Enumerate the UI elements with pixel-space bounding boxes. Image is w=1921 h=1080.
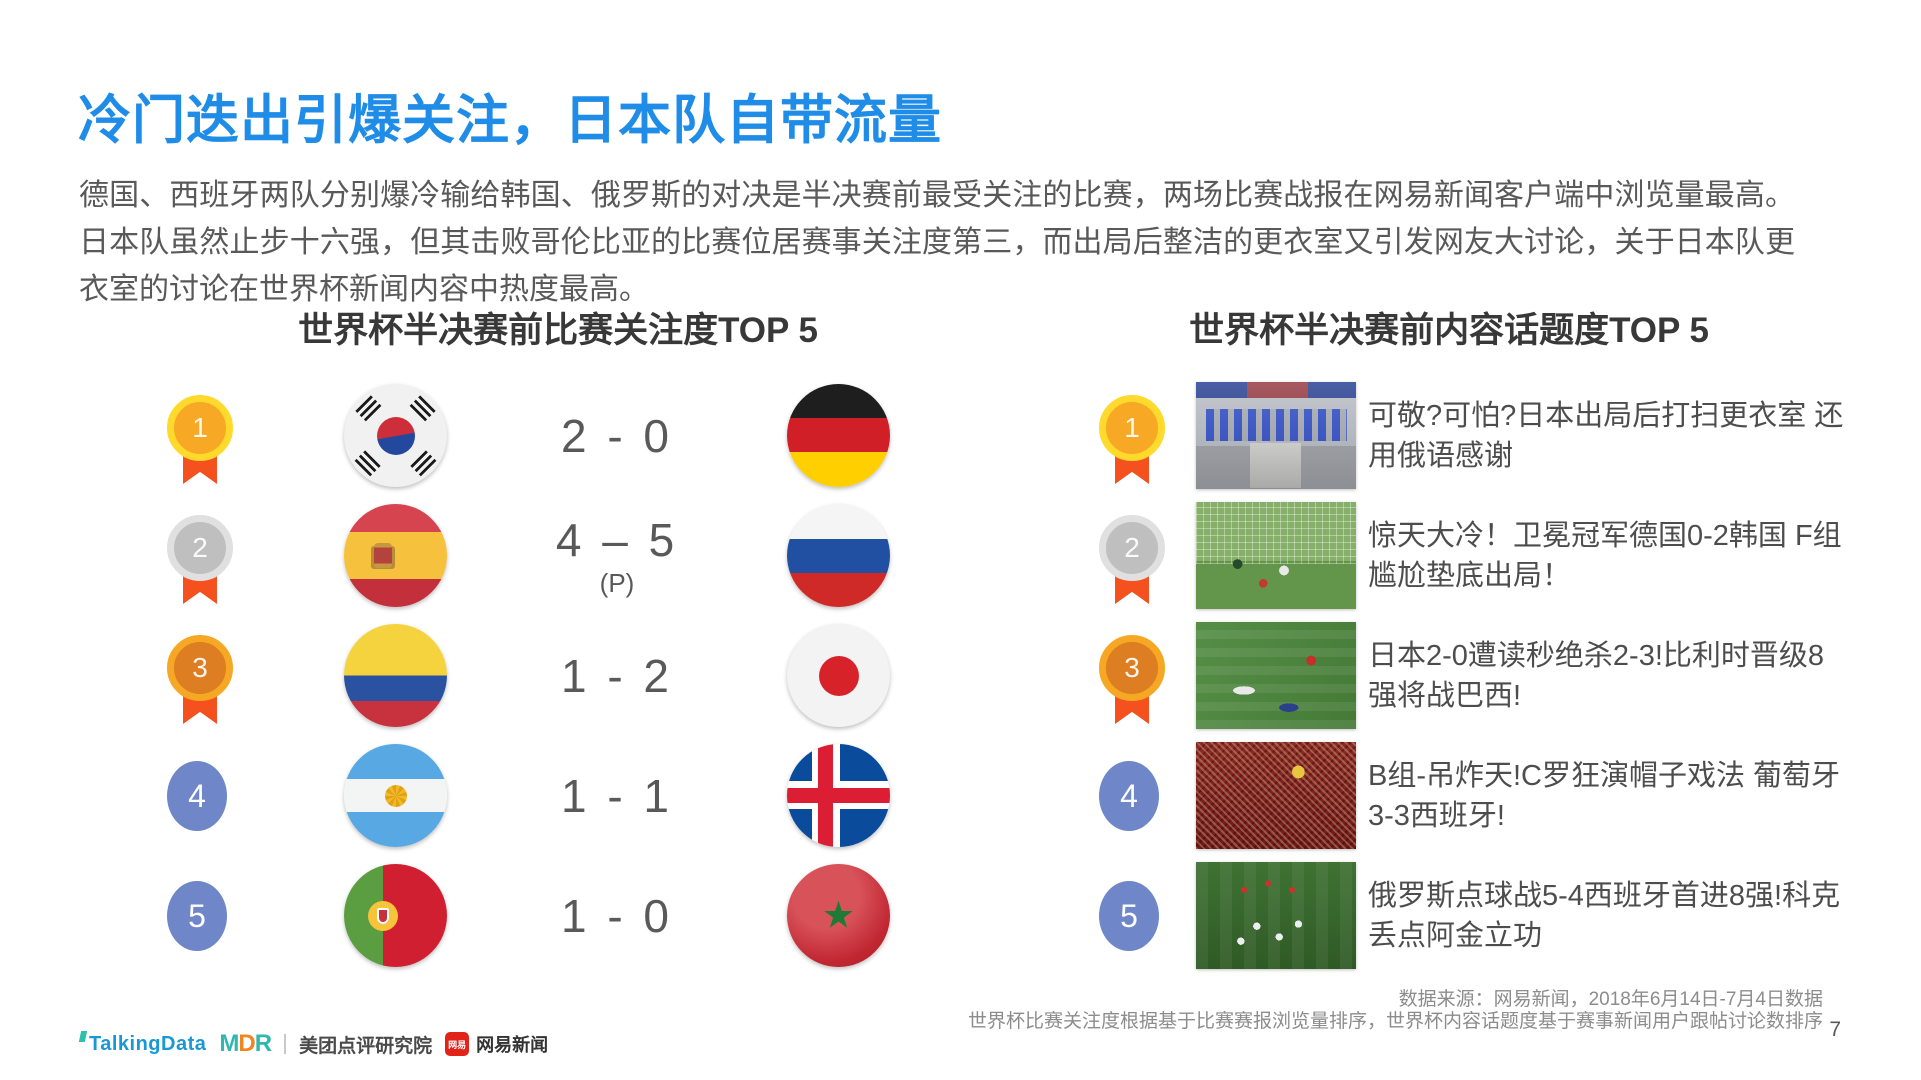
talkingdata-logo: TalkingData: [78, 1030, 206, 1056]
germany-korea-goal-photo: [1196, 502, 1356, 609]
rank-2-silver-medal-icon: 2: [1099, 515, 1165, 604]
flag-germany-icon: [787, 384, 890, 487]
flag-japan-icon: [787, 624, 890, 727]
russia-celebration-photo: [1196, 862, 1356, 969]
intro-paragraph: 德国、西班牙两队分别爆冷输给韩国、俄罗斯的对决是半决赛前最受关注的比赛，两场比赛…: [79, 179, 1795, 306]
japan-sun-disc: [818, 655, 859, 696]
flag-russia-icon: [787, 504, 890, 607]
page-title: 冷门迭出引爆关注，日本队自带流量: [78, 91, 942, 150]
flag-iceland-icon: [787, 744, 890, 847]
news-headline: B组-吊炸天!C罗狂演帽子戏法 葡萄牙3-3西班牙!: [1368, 760, 1841, 832]
medal-ribbon: [1115, 686, 1149, 724]
logo-divider: [284, 1034, 287, 1054]
news-headline: 日本2-0遭读秒绝杀2-3!比利时晋级8强将战巴西!: [1368, 640, 1825, 712]
argentina-sun: [384, 784, 407, 807]
flag-morocco-icon: [787, 864, 890, 967]
japan-locker-room-photo: [1196, 382, 1356, 489]
match-score: 1 - 0: [560, 889, 674, 942]
medal-ribbon: [183, 446, 217, 484]
rank-1-gold-medal-icon: 1: [167, 395, 233, 484]
rank-2-silver-medal-icon: 2: [167, 515, 233, 604]
ranking-method-note: 世界杯比赛关注度根据基于比赛赛报浏览量排序，世界杯内容话题度基于赛事新闻用户跟帖…: [967, 1011, 1823, 1032]
left-panel-title: 世界杯半决赛前比赛关注度TOP 5: [298, 311, 818, 350]
rank-1-gold-medal-icon: 1: [1099, 395, 1165, 484]
news-headline: 可敬?可怕?日本出局后打扫更衣室 还用俄语感谢: [1368, 400, 1844, 472]
flag-south-korea-icon: [344, 384, 447, 487]
match-score: 1 - 2: [560, 649, 674, 702]
medal-ribbon: [183, 566, 217, 604]
rank-3-bronze-medal-icon: 3: [167, 635, 233, 724]
medal-ribbon: [1115, 566, 1149, 604]
news-headline: 惊天大冷！卫冕冠军德国0-2韩国 F组尴尬垫底出局！: [1368, 520, 1842, 592]
netease-news-label: 网易新闻: [476, 1035, 549, 1055]
page-number: 7: [1829, 1018, 1841, 1041]
spain-crest: [374, 543, 392, 568]
flag-colombia-icon: [344, 624, 447, 727]
taegeuk-symbol: [376, 416, 415, 455]
rank-5-badge: 5: [1099, 881, 1159, 951]
match-score: 4 – 5 (P): [555, 514, 679, 598]
match-score: 2 - 0: [560, 409, 674, 462]
flag-portugal-icon: [344, 864, 447, 967]
news-headline: 俄罗斯点球战5-4西班牙首进8强!科克丢点阿金立功: [1368, 880, 1841, 952]
talkingdata-quote-icon: [78, 1030, 88, 1042]
mdr-logo: MDR: [219, 1030, 272, 1057]
footer-logos: TalkingData MDR 美团点评研究院 网易 网易新闻: [78, 1030, 549, 1058]
meituan-research-label: 美团点评研究院: [299, 1035, 433, 1057]
rank-4-badge: 4: [167, 761, 227, 831]
rank-5-badge: 5: [167, 881, 227, 951]
flag-spain-icon: [344, 504, 447, 607]
rank-3-bronze-medal-icon: 3: [1099, 635, 1165, 724]
data-source-note: 数据来源：网易新闻，2018年6月14日-7月4日数据: [1398, 989, 1823, 1010]
rank-4-badge: 4: [1099, 761, 1159, 831]
match-score: 1 - 1: [560, 769, 674, 822]
portugal-spain-fans-photo: [1196, 742, 1356, 849]
japan-belgium-match-photo: [1196, 622, 1356, 729]
medal-ribbon: [183, 686, 217, 724]
morocco-star: [824, 900, 853, 928]
right-panel-title: 世界杯半决赛前内容话题度TOP 5: [1189, 311, 1709, 350]
medal-ribbon: [1115, 446, 1149, 484]
flag-argentina-icon: [344, 744, 447, 847]
netease-logo-icon: 网易: [445, 1032, 470, 1056]
portugal-emblem: [368, 900, 399, 931]
